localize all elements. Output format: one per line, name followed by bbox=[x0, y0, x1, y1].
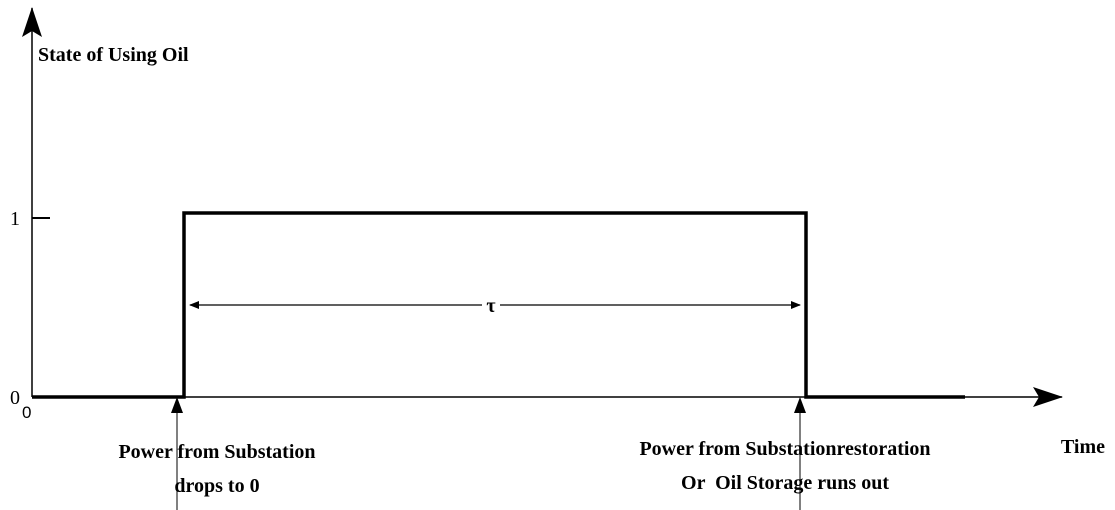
y-tick-label: 1 bbox=[10, 208, 20, 230]
event-label: Power from Substationrestoration bbox=[639, 438, 930, 460]
y-axis-label: State of Using Oil bbox=[38, 44, 189, 66]
label-bg bbox=[482, 294, 500, 316]
origin-label: 0 bbox=[22, 403, 31, 422]
x-axis-label: Time bbox=[1061, 436, 1105, 458]
y-tick-label: 0 bbox=[10, 387, 20, 409]
event-label: drops to 0 bbox=[174, 475, 259, 497]
event-label: Or Oil Storage runs out bbox=[681, 472, 889, 494]
event-label: Power from Substation bbox=[118, 441, 315, 463]
duration-label: τ bbox=[486, 295, 495, 317]
state-step bbox=[32, 211, 965, 399]
